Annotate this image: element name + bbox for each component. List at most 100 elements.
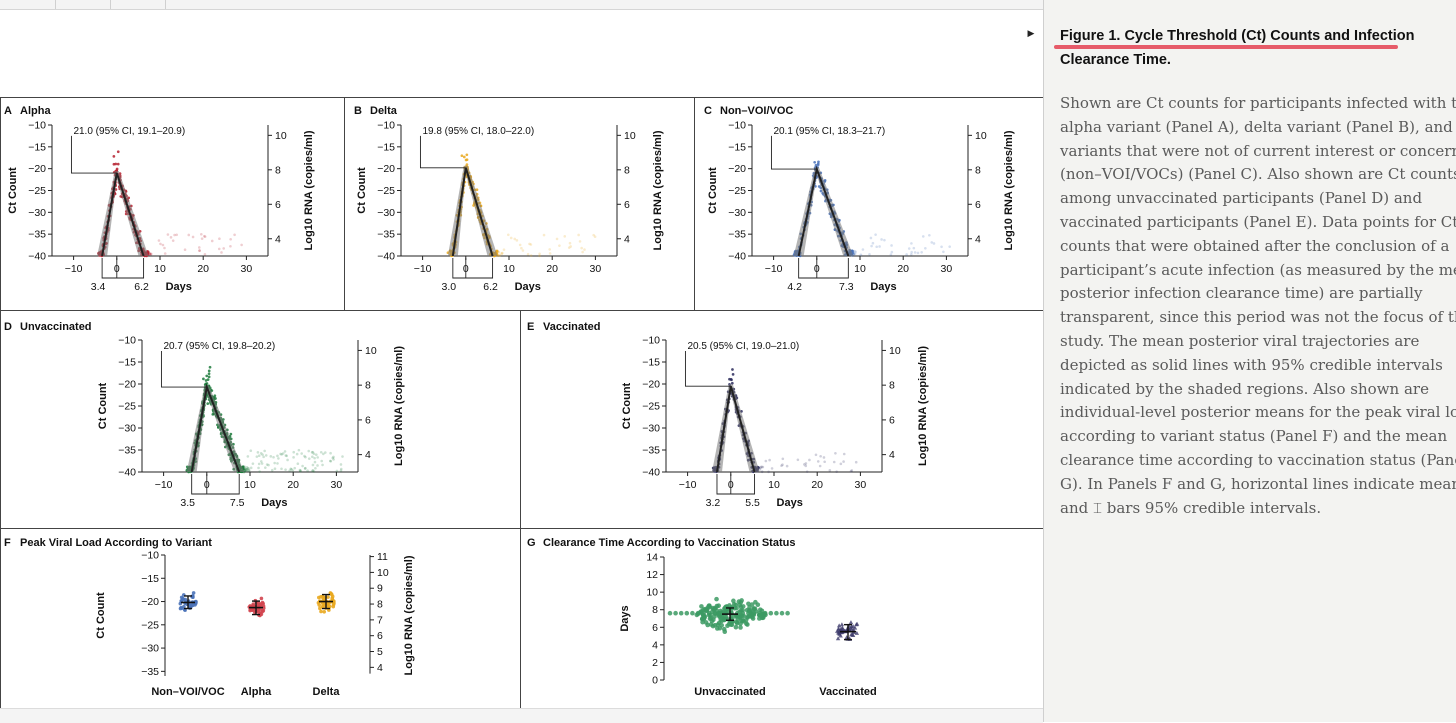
panel-title: Clearance Time According to Vaccination … (543, 537, 795, 549)
individual-point (328, 591, 333, 595)
category-label: Alpha (241, 686, 272, 698)
ct-tick-label: −40 (728, 251, 746, 263)
data-point (311, 468, 315, 472)
data-point (304, 455, 307, 459)
panel-title: Delta (370, 105, 398, 117)
data-point (116, 162, 120, 166)
data-point (335, 469, 339, 473)
y-axis-label: Days (619, 605, 631, 631)
individual-point (699, 604, 704, 609)
individual-point (836, 623, 842, 628)
clearance-duration-label: 7.3 (839, 281, 854, 293)
data-point (853, 252, 857, 256)
ct-axis-label: Ct Count (707, 167, 719, 214)
caption-line: Shown are Ct counts for participants inf… (1060, 94, 1456, 112)
data-point (781, 463, 784, 466)
data-point (295, 452, 299, 456)
ct-tick-label: −20 (141, 596, 159, 608)
individual-point (326, 595, 330, 599)
data-point (568, 241, 572, 245)
data-point (768, 458, 771, 462)
individual-point (731, 598, 736, 604)
data-point (548, 252, 552, 255)
ct-tick-label: −15 (377, 141, 395, 153)
y-tick-label: 6 (652, 622, 658, 634)
ct-tick-label: −15 (118, 357, 136, 369)
panel-letter: G (527, 537, 536, 549)
individual-point (322, 609, 327, 614)
individual-point (667, 610, 673, 616)
data-point (834, 451, 837, 455)
data-point (529, 254, 533, 257)
data-point (229, 237, 232, 241)
ct-tick-label: −20 (118, 379, 136, 391)
data-point (538, 252, 541, 256)
data-point (948, 245, 951, 248)
ct-tick-label: −20 (728, 163, 746, 175)
x-tick-label: 30 (331, 479, 343, 491)
ct-tick-label: −25 (118, 401, 136, 413)
data-point (578, 240, 582, 243)
data-point (269, 455, 273, 458)
data-point (293, 466, 297, 470)
caption-line: depicted as solid lines with 95% credibl… (1060, 355, 1443, 374)
data-point (928, 233, 931, 237)
individual-point (746, 601, 751, 607)
data-point (303, 467, 307, 470)
rna-tick-label: 10 (275, 130, 287, 142)
x-tick-label: 20 (897, 263, 909, 275)
data-point (187, 233, 191, 237)
individual-point (712, 610, 718, 616)
data-point (222, 247, 226, 250)
data-point (905, 253, 908, 256)
data-point (513, 237, 517, 241)
data-point (191, 235, 195, 239)
ct-tick-label: −35 (728, 229, 746, 241)
individual-point (678, 610, 684, 616)
rna-tick-label: 6 (377, 630, 383, 642)
data-point (889, 253, 893, 256)
data-point (210, 239, 214, 243)
pane-divider[interactable] (1043, 0, 1044, 722)
data-point (842, 452, 846, 456)
data-point (245, 466, 249, 469)
data-point (770, 467, 774, 470)
rna-tick-label: 9 (377, 583, 383, 595)
data-point (149, 252, 153, 256)
individual-point (706, 610, 712, 616)
ct-tick-label: −40 (642, 467, 660, 479)
ct-tick-label: −10 (141, 550, 159, 562)
data-point (246, 455, 250, 458)
data-point (515, 239, 519, 242)
caret-right-icon[interactable]: ▶ (1027, 28, 1035, 38)
proliferation-duration-label: 4.2 (787, 281, 802, 293)
data-point (940, 245, 943, 249)
ct-tick-label: −30 (642, 423, 660, 435)
data-point (233, 233, 236, 237)
individual-point (835, 636, 841, 641)
data-point (290, 467, 293, 471)
individual-point (706, 603, 712, 608)
data-point (760, 470, 764, 474)
proliferation-duration-label: 3.0 (442, 281, 457, 293)
data-point (924, 247, 927, 250)
toolbar-separator (110, 0, 111, 9)
data-point (301, 464, 304, 468)
individual-point (849, 626, 854, 631)
individual-point (260, 609, 264, 614)
caption-line: among unvaccinated participants (Panel D… (1060, 189, 1423, 208)
data-point (243, 469, 247, 473)
data-point (802, 463, 806, 466)
individual-point (745, 614, 751, 619)
data-point (883, 238, 886, 242)
data-point (916, 251, 920, 255)
data-point (200, 237, 204, 240)
data-point (324, 451, 327, 454)
data-point (577, 233, 580, 237)
data-point (869, 236, 873, 240)
data-point (229, 432, 233, 436)
rna-axis-label: Log10 RNA (copies/ml) (393, 346, 405, 466)
data-point (320, 459, 324, 463)
data-point (272, 455, 275, 459)
data-point (257, 462, 261, 466)
